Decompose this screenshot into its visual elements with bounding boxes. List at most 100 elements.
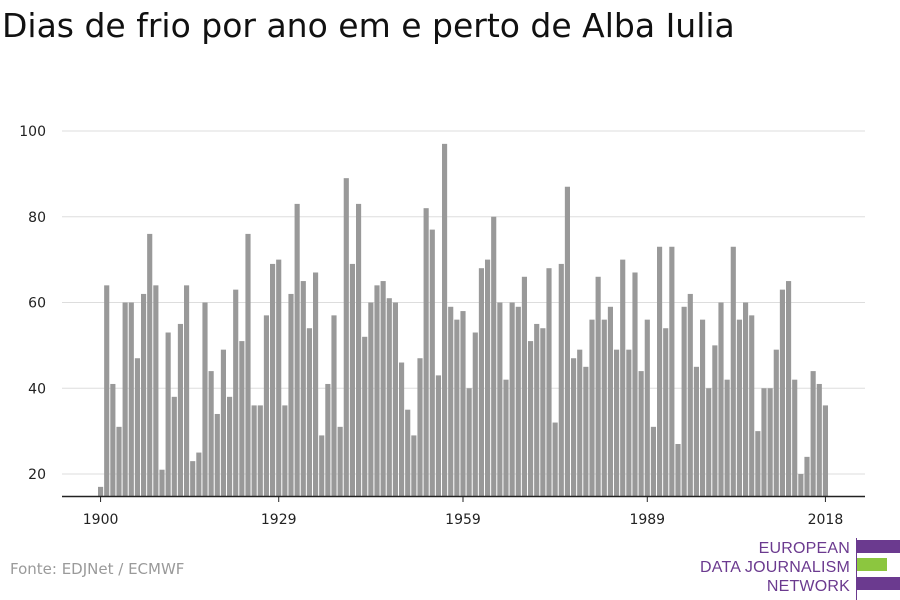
- bar-2018: [822, 405, 828, 496]
- bar-1912: [171, 396, 177, 496]
- bar-2011: [779, 289, 785, 496]
- bar-2006: [749, 315, 755, 496]
- bar-2010: [773, 349, 779, 496]
- bar-2008: [761, 388, 767, 496]
- bar-1938: [331, 315, 337, 496]
- bar-1927: [263, 315, 269, 496]
- bar-1999: [706, 388, 712, 496]
- bar-1945: [374, 285, 380, 496]
- bar-1980: [589, 319, 595, 496]
- bar-2003: [730, 246, 736, 496]
- y-tick-label: 60: [28, 296, 46, 312]
- bar-1940: [343, 178, 349, 496]
- bar-1909: [153, 285, 159, 496]
- x-tick-labels: 1900 1929 1959 1989 2018: [83, 512, 843, 528]
- bar-1932: [294, 203, 300, 496]
- bar-1942: [356, 203, 362, 496]
- bar-1987: [632, 272, 638, 496]
- bar-1956: [442, 143, 448, 497]
- bar-1982: [601, 319, 607, 496]
- bar-1983: [607, 306, 613, 496]
- bar-1965: [497, 302, 503, 496]
- y-tick-label: 20: [28, 467, 46, 483]
- logo-line-1: EUROPEAN: [758, 540, 850, 557]
- bar-2016: [810, 371, 816, 496]
- bar-1986: [626, 349, 632, 496]
- x-tick-label: 1929: [261, 512, 297, 528]
- bar-1979: [583, 366, 589, 496]
- logo-bar-bottom: [857, 577, 900, 590]
- bar-1949: [399, 362, 405, 496]
- y-tick-label: 40: [28, 381, 46, 397]
- x-tick-label: 1900: [83, 512, 119, 528]
- bar-1924: [245, 233, 251, 496]
- bar-1963: [485, 259, 491, 496]
- bar-1900: [98, 486, 104, 496]
- bar-1978: [577, 349, 583, 496]
- bar-1973: [546, 268, 552, 496]
- bar-1962: [478, 268, 484, 496]
- bar-2015: [804, 456, 810, 496]
- bar-1911: [165, 332, 171, 496]
- bar-1960: [466, 388, 472, 496]
- bar-1995: [681, 306, 687, 496]
- bar-1971: [534, 323, 540, 496]
- edjnet-logo: EUROPEAN DATA JOURNALISM NETWORK: [700, 538, 900, 600]
- bar-2005: [743, 302, 749, 496]
- y-tick-labels: 20 40 60 80 100: [19, 124, 46, 483]
- bar-1929: [276, 259, 282, 496]
- logo-line-3: NETWORK: [766, 578, 850, 595]
- bar-1977: [571, 358, 577, 496]
- bar-1966: [503, 379, 509, 496]
- bar-1919: [214, 413, 220, 496]
- bar-2012: [786, 281, 792, 496]
- bar-1922: [233, 289, 239, 496]
- bar-2001: [718, 302, 724, 496]
- bar-1989: [644, 319, 650, 496]
- bar-2004: [736, 319, 742, 496]
- x-tick-label: 1959: [445, 512, 481, 528]
- bar-1941: [349, 263, 355, 496]
- bar-1917: [202, 302, 208, 496]
- bar-1937: [325, 383, 331, 496]
- bar-1939: [337, 426, 343, 496]
- bar-1997: [693, 366, 699, 496]
- bar-1918: [208, 371, 214, 496]
- bar-1923: [239, 341, 245, 496]
- bar-1915: [190, 461, 196, 496]
- bar-1998: [700, 319, 706, 496]
- bar-1935: [313, 272, 319, 496]
- bar-1984: [614, 349, 620, 496]
- bar-1933: [300, 281, 306, 496]
- bar-1947: [386, 298, 392, 496]
- bar-1931: [288, 293, 294, 496]
- bar-1930: [282, 405, 288, 496]
- bar-1921: [227, 396, 233, 496]
- source-note: Fonte: EDJNet / ECMWF: [10, 560, 185, 578]
- logo-text: EUROPEAN DATA JOURNALISM NETWORK: [700, 539, 850, 596]
- logo-bar-top: [857, 540, 900, 553]
- bar-2013: [792, 379, 798, 496]
- bar-2009: [767, 388, 773, 496]
- bar-1910: [159, 469, 165, 496]
- bar-1994: [675, 443, 681, 496]
- bar-1972: [540, 328, 546, 496]
- bar-1904: [122, 302, 128, 496]
- bar-1964: [491, 216, 497, 496]
- bar-2002: [724, 379, 730, 496]
- bar-1970: [528, 341, 534, 496]
- bar-1907: [141, 293, 147, 496]
- bar-1926: [257, 405, 263, 496]
- bar-1925: [251, 405, 257, 496]
- bar-1975: [558, 263, 564, 496]
- bar-1968: [515, 306, 521, 496]
- bar-1969: [521, 276, 527, 496]
- bar-1934: [306, 328, 312, 496]
- bar-1913: [177, 323, 183, 496]
- bar-1916: [196, 452, 202, 496]
- bar-1908: [147, 233, 153, 496]
- x-tick-label: 1989: [629, 512, 665, 528]
- bar-1905: [128, 302, 134, 496]
- bar-2017: [816, 383, 822, 496]
